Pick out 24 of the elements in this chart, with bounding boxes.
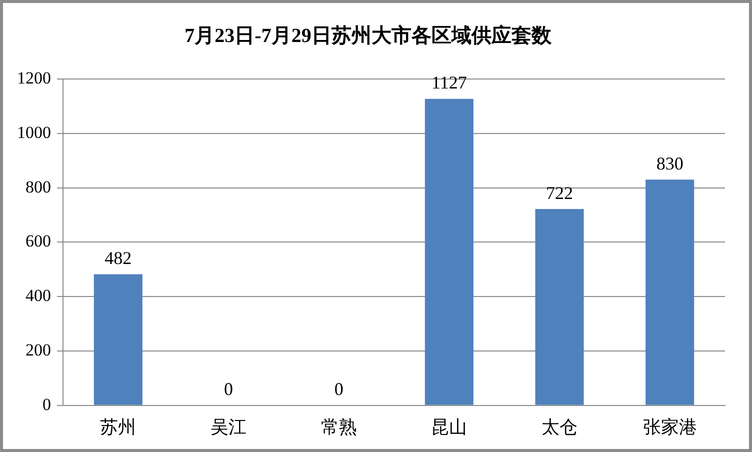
data-label: 1127 bbox=[431, 72, 467, 93]
data-label: 830 bbox=[656, 153, 684, 174]
data-label: 482 bbox=[104, 248, 132, 268]
bar bbox=[646, 180, 694, 405]
y-tick-label: 400 bbox=[26, 286, 51, 306]
y-tick-label: 200 bbox=[26, 340, 51, 360]
y-tick-label: 1000 bbox=[17, 122, 51, 142]
chart-title: 7月23日-7月29日苏州大市各区域供应套数 bbox=[184, 24, 552, 48]
y-tick-label: 1200 bbox=[17, 68, 51, 88]
x-tick-label: 吴江 bbox=[210, 416, 246, 437]
bar bbox=[535, 209, 584, 405]
data-label: 0 bbox=[334, 379, 344, 400]
bar bbox=[94, 274, 142, 405]
y-tick-label: 600 bbox=[26, 232, 51, 251]
x-tick-label: 昆山 bbox=[431, 416, 468, 437]
x-tick-label: 张家港 bbox=[642, 416, 697, 437]
x-tick-label: 太仓 bbox=[542, 416, 578, 437]
x-tick-label: 苏州 bbox=[100, 416, 136, 437]
data-label: 722 bbox=[546, 182, 573, 203]
y-tick-label: 800 bbox=[26, 177, 51, 196]
data-label: 0 bbox=[224, 379, 233, 400]
x-tick-label: 常熟 bbox=[320, 416, 357, 437]
y-tick-label: 0 bbox=[42, 394, 51, 414]
bar bbox=[424, 98, 474, 405]
